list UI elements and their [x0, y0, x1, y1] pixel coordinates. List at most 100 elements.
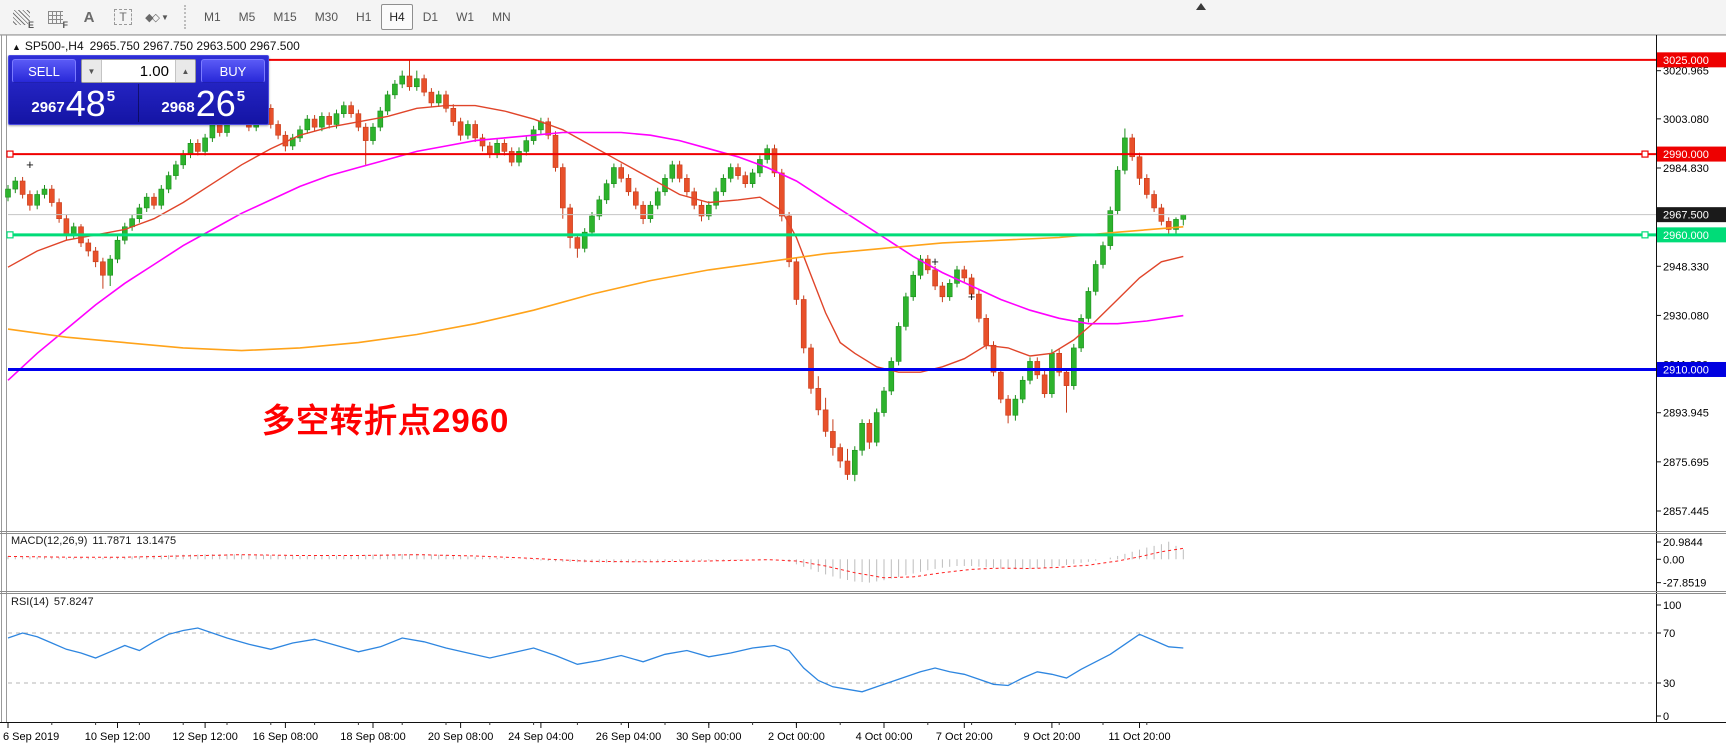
price-badge — [1657, 207, 1726, 223]
rsi-indicator-label: RSI(14) 57.8247 — [11, 596, 99, 608]
timeframe-m5-button[interactable]: M5 — [238, 10, 256, 24]
volume-increase-icon[interactable]: ▲ — [175, 60, 195, 82]
timeframe-mn-button[interactable]: MN — [492, 10, 511, 24]
rsi-tick-label: 100 — [1663, 600, 1681, 612]
chart-frame — [0, 34, 1726, 722]
price-axis: 3020.9653003.0802984.8302966.5802948.330… — [1656, 35, 1726, 722]
volume-stepper: ▼ ▲ — [81, 59, 196, 83]
buy-price-pip: 5 — [236, 88, 246, 105]
price-badge — [1657, 146, 1726, 162]
macd-signal-value: 13.1475 — [136, 535, 177, 547]
macd-indicator-label: MACD(12,26,9) 11.7871 13.1475 — [11, 535, 181, 547]
date-tick-label: 6 Sep 2019 — [3, 731, 59, 743]
macd-name: MACD(12,26,9) — [11, 535, 88, 547]
price-badge — [1657, 361, 1726, 377]
ma-slow — [7, 226, 1184, 352]
timeframe-m30-button[interactable]: M30 — [314, 10, 339, 24]
buy-price[interactable]: 2968 26 5 — [139, 84, 269, 122]
date-tick-label: 26 Sep 04:00 — [596, 731, 661, 743]
symbol-collapse-icon[interactable]: ▲ — [12, 42, 21, 52]
date-tick-label: 18 Sep 08:00 — [340, 731, 405, 743]
date-axis: 6 Sep 2019 10 Sep 12:00 12 Sep 12:00 16 Sep… — [3, 722, 1171, 743]
price-badge — [1657, 227, 1726, 243]
buy-button[interactable]: BUY — [201, 59, 265, 83]
macd-tick-label: 0.00 — [1663, 554, 1684, 566]
price-tick-label: 2875.695 — [1663, 457, 1709, 469]
price-tick-label: 2948.330 — [1663, 261, 1709, 273]
text-label-tool-button[interactable]: A — [74, 3, 104, 31]
sell-price-pip: 5 — [106, 88, 116, 105]
timeframe-m1-button[interactable]: M1 — [204, 10, 221, 24]
one-click-trading-panel: SELL ▼ ▲ BUY 2967 48 5 2968 26 5 — [8, 55, 269, 125]
chart-markers-layer: + + + — [26, 157, 975, 304]
grid-tool-button[interactable]: F — [40, 3, 70, 31]
shapes-tool-button[interactable]: ◆◇ ▼ — [142, 3, 172, 31]
date-tick-label: 11 Oct 20:00 — [1108, 731, 1170, 743]
date-tick-label: 4 Oct 00:00 — [856, 731, 913, 743]
candles-layer — [5, 59, 1187, 482]
rsi-value: 57.8247 — [53, 596, 94, 608]
timeframe-h1-button[interactable]: H1 — [356, 10, 372, 24]
price-badge — [1657, 52, 1726, 68]
grid-icon — [47, 10, 63, 24]
price-badge-label: 2960.000 — [1663, 230, 1709, 242]
shapes-icon: ◆◇ — [145, 11, 160, 24]
date-tick-label: 2 Oct 00:00 — [768, 731, 825, 743]
timeframe-d1-button[interactable]: D1 — [422, 10, 439, 24]
date-tick-label: 10 Sep 12:00 — [85, 731, 150, 743]
date-tick-label: 16 Sep 08:00 — [253, 731, 318, 743]
sell-button[interactable]: SELL — [12, 59, 76, 83]
ma-fast — [7, 104, 1184, 373]
price-tick-label: 2984.830 — [1663, 163, 1709, 175]
rsi-panel: 100 70 30 0 — [7, 600, 1681, 723]
text-label-icon: A — [83, 8, 95, 26]
sell-price[interactable]: 2967 48 5 — [9, 84, 139, 122]
rsi-line — [7, 627, 1184, 693]
price-tick-label: 2893.945 — [1663, 408, 1709, 420]
macd-tick-label: 20.9844 — [1663, 537, 1703, 549]
hatch-sub-label: E — [27, 20, 34, 30]
price-tick-label: 3020.965 — [1663, 66, 1709, 78]
sell-price-main: 48 — [65, 83, 106, 124]
hatch-pattern-icon — [12, 9, 30, 25]
chevron-down-icon: ▼ — [161, 12, 169, 22]
buy-price-prefix: 2968 — [161, 99, 195, 116]
panel-separators — [0, 531, 1726, 723]
volume-input[interactable] — [102, 62, 175, 80]
horizontal-lines-layer — [6, 58, 1656, 371]
macd-tick-label: -27.8519 — [1663, 578, 1706, 590]
price-badge-label: 2990.000 — [1663, 149, 1709, 161]
rsi-tick-label: 30 — [1663, 678, 1675, 690]
text-box-icon: T — [114, 9, 132, 25]
timeframe-h4-button[interactable]: H4 — [381, 4, 413, 30]
timeframe-m15-button[interactable]: M15 — [273, 10, 297, 24]
date-tick-label: 12 Sep 12:00 — [172, 731, 237, 743]
toolbar: E F A T ◆◇ ▼ M1 M5 M15 M30 H1 H4 D1 W1 M… — [0, 0, 1726, 35]
text-box-tool-button[interactable]: T — [108, 3, 138, 31]
rsi-tick-label: 0 — [1663, 711, 1669, 723]
date-tick-label: 30 Sep 00:00 — [676, 731, 741, 743]
grid-sub-label: F — [62, 20, 68, 30]
hatch-pattern-tool-button[interactable]: E — [6, 3, 36, 31]
timeframe-w1-button[interactable]: W1 — [456, 10, 475, 24]
price-tick-label: 3003.080 — [1663, 114, 1709, 126]
toolbar-overflow-icon[interactable] — [1196, 3, 1206, 10]
cross-marker[interactable]: + — [26, 157, 34, 172]
price-badge-label: 2910.000 — [1663, 364, 1709, 376]
symbol-timeframe-label: SP500-,H4 — [24, 39, 84, 53]
sell-price-prefix: 2967 — [31, 99, 65, 116]
ohlc-values: 2965.750 2967.750 2963.500 2967.500 — [89, 39, 300, 53]
price-tick-label: 2930.080 — [1663, 310, 1709, 322]
price-badge-label: 3025.000 — [1663, 55, 1709, 67]
cross-marker[interactable]: + — [931, 254, 939, 269]
date-tick-label: 9 Oct 20:00 — [1023, 731, 1080, 743]
volume-decrease-icon[interactable]: ▼ — [82, 60, 102, 82]
macd-main-value: 11.7871 — [92, 535, 132, 547]
cross-marker[interactable]: + — [968, 289, 976, 304]
chart-text-annotation[interactable]: 多空转折点2960 — [262, 402, 510, 439]
price-tick-label: 2857.445 — [1663, 506, 1709, 518]
macd-panel: 20.9844 0.00 -27.8519 — [7, 537, 1706, 590]
rsi-tick-label: 70 — [1663, 628, 1675, 640]
date-tick-label: 7 Oct 20:00 — [936, 731, 993, 743]
